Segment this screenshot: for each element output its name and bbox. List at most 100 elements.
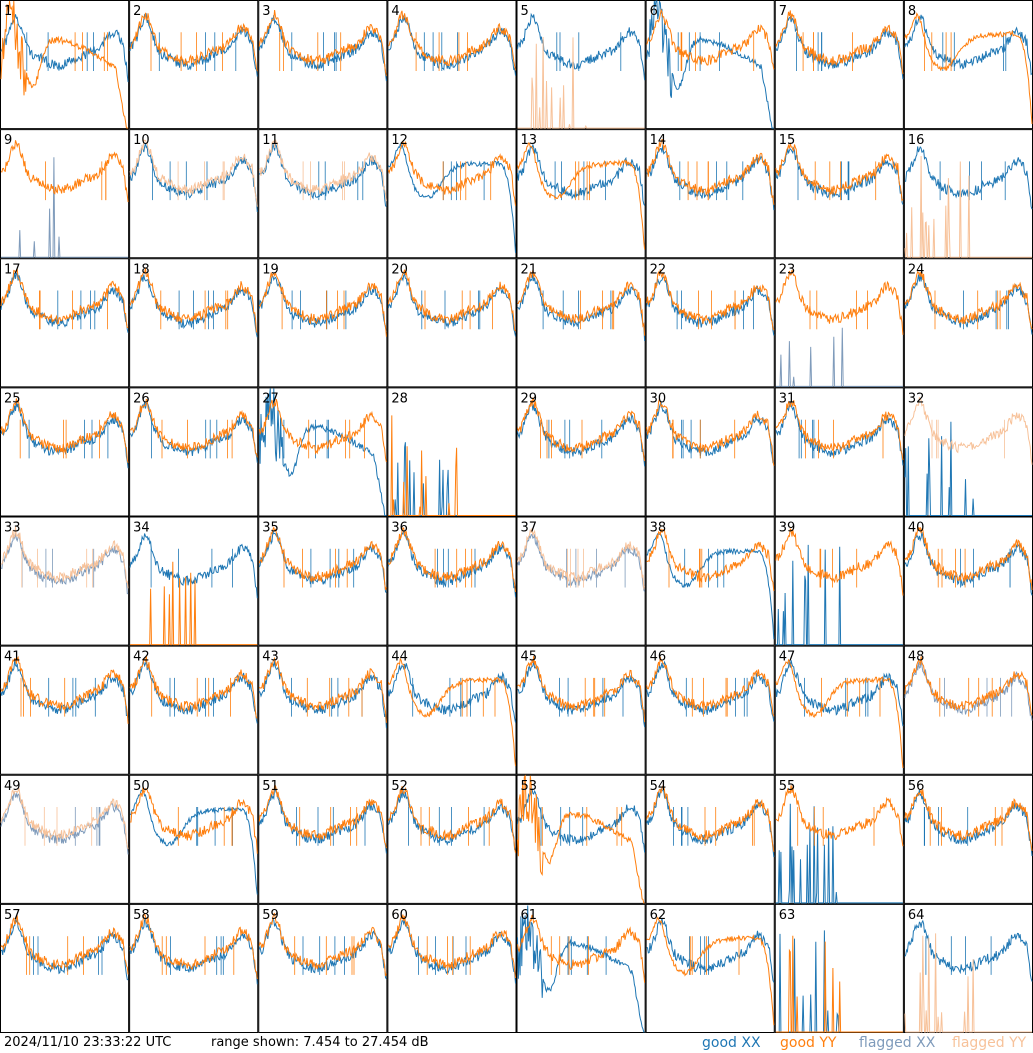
panel-label: 32 — [908, 391, 925, 406]
panel-frame — [258, 129, 388, 259]
panel-label: 27 — [262, 391, 279, 406]
spectrum-trace — [387, 269, 516, 332]
panel-4: 4 — [387, 0, 517, 130]
spectrum-trace — [258, 656, 387, 723]
timestamp: 2024/11/10 23:33:22 UTC — [4, 1035, 172, 1050]
spectrum-trace — [0, 140, 129, 203]
spectrum-trace — [129, 912, 258, 980]
panel-frame — [645, 387, 775, 517]
panel-label: 23 — [779, 262, 796, 277]
spectrum-trace — [904, 919, 1033, 982]
panel-frame — [774, 645, 904, 775]
panel-18: 18 — [129, 258, 259, 388]
panel-label: 14 — [650, 133, 667, 148]
spectrum-trace — [258, 142, 387, 207]
spectrum-trace — [258, 388, 387, 516]
panel-label: 33 — [4, 521, 21, 536]
spectrum-trace — [387, 530, 516, 598]
panel-frame — [516, 0, 646, 130]
panel-label: 46 — [650, 650, 667, 665]
spectrum-trace — [646, 144, 775, 211]
panel-frame — [645, 129, 775, 259]
panel-frame — [0, 387, 130, 517]
spectrum-trace — [775, 10, 904, 75]
spectrum-trace — [387, 786, 516, 853]
panel-51: 51 — [258, 774, 388, 904]
panel-label: 42 — [133, 650, 150, 665]
panel-25: 25 — [0, 387, 130, 517]
legend-good-xx: good XX — [702, 1035, 761, 1051]
spectrum-trace — [904, 526, 1033, 591]
spectrum-trace — [775, 660, 904, 727]
panel-35: 35 — [258, 516, 388, 646]
spectrum-trace — [0, 917, 129, 981]
spectrum-trace — [646, 916, 775, 1026]
panel-33: 33 — [0, 516, 130, 646]
spectrum-trace — [129, 917, 258, 985]
panel-17: 17 — [0, 258, 130, 388]
panel-49: 49 — [0, 774, 130, 904]
panel-frame — [0, 258, 130, 388]
panel-label: 12 — [391, 133, 408, 148]
panel-frame — [516, 774, 646, 904]
spectrum-trace — [387, 920, 516, 984]
panel-frame — [645, 903, 775, 1033]
spectrum-trace — [904, 155, 1032, 258]
panel-frame — [129, 774, 259, 904]
panel-frame — [129, 387, 259, 517]
panel-label: 44 — [391, 650, 408, 665]
panel-label: 50 — [133, 779, 150, 794]
panel-label: 18 — [133, 262, 150, 277]
panel-frame — [258, 516, 388, 646]
panel-label: 29 — [521, 391, 538, 406]
panel-29: 29 — [516, 387, 646, 517]
spectrum-trace — [129, 655, 258, 719]
spectrum-trace — [129, 533, 258, 599]
spectrum-trace — [0, 0, 129, 129]
panel-20: 20 — [387, 258, 517, 388]
panel-54: 54 — [645, 774, 775, 904]
spectrum-trace — [387, 273, 516, 337]
spectrum-trace — [0, 787, 129, 850]
panel-label: 64 — [908, 908, 925, 923]
spectrum-trace — [258, 398, 387, 463]
panel-label: 43 — [262, 650, 279, 665]
spectrum-trace — [646, 785, 775, 852]
panel-1: 1 — [0, 0, 130, 130]
panel-label: 38 — [650, 521, 667, 536]
panel-frame — [0, 516, 130, 646]
panel-label: 17 — [4, 262, 21, 277]
spectrum-trace — [775, 803, 903, 904]
spectrum-trace — [129, 138, 258, 207]
panel-frame — [516, 645, 646, 775]
spectrum-trace — [258, 139, 387, 202]
spectrum-trace — [775, 528, 904, 596]
legend-flagged-xx: flagged XX — [859, 1035, 936, 1051]
panel-frame — [0, 645, 130, 775]
panel-frame — [387, 516, 517, 646]
panel-label: 47 — [779, 650, 796, 665]
panel-21: 21 — [516, 258, 646, 388]
spectrum-trace — [129, 398, 258, 458]
spectrum-trace — [904, 270, 1033, 330]
spectrum-trace — [129, 660, 258, 724]
panel-frame — [774, 129, 904, 259]
spectrum-trace — [258, 526, 387, 591]
panel-64: 64 — [903, 903, 1033, 1033]
panel-26: 26 — [129, 387, 259, 517]
panel-frame — [258, 774, 388, 904]
panel-label: 19 — [262, 262, 279, 277]
panel-frame — [0, 0, 130, 130]
panel-label: 9 — [4, 133, 12, 148]
panel-label: 62 — [650, 908, 667, 923]
spectrum-trace — [388, 415, 516, 516]
spectrum-trace — [258, 917, 387, 980]
spectrum-trace — [258, 786, 387, 854]
panel-16: 16 — [903, 129, 1033, 259]
spectrum-trace — [0, 400, 129, 469]
panel-frame — [516, 129, 646, 259]
panel-label: 58 — [133, 908, 150, 923]
panel-frame — [129, 258, 259, 388]
spectrum-trace — [517, 914, 646, 983]
